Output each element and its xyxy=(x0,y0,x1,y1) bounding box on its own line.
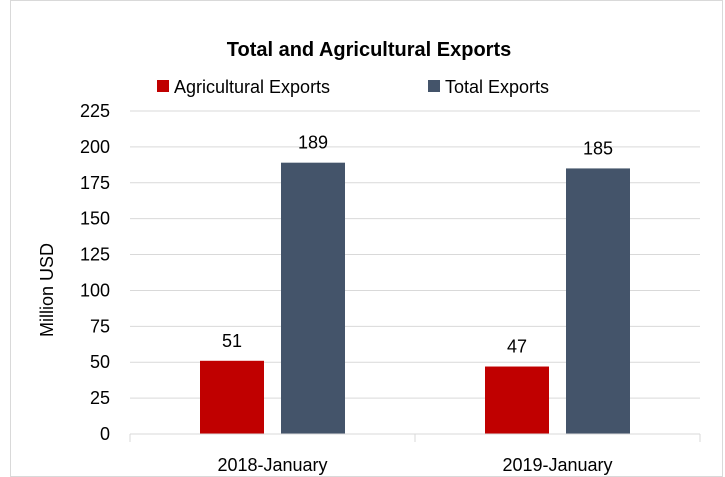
data-labels: 51 189 47 185 xyxy=(222,133,613,357)
bar-total-exports xyxy=(566,168,630,434)
y-tick-label: 200 xyxy=(80,137,110,157)
bar-agricultural-exports xyxy=(485,366,549,434)
y-tick-label: 25 xyxy=(90,388,110,408)
y-tick-label: 175 xyxy=(80,173,110,193)
legend: Agricultural Exports Total Exports xyxy=(157,77,549,97)
y-tick-label: 75 xyxy=(90,316,110,336)
y-tick-label: 225 xyxy=(80,101,110,121)
y-axis-title: Million USD xyxy=(37,243,57,337)
data-label: 185 xyxy=(583,138,613,158)
x-axis: 2018-January 2019-January xyxy=(129,433,701,475)
bar-agricultural-exports xyxy=(200,360,264,434)
chart-title: Total and Agricultural Exports xyxy=(227,39,511,61)
legend-label: Agricultural Exports xyxy=(174,77,330,97)
legend-swatch xyxy=(428,80,440,92)
x-category-label: 2018-January xyxy=(217,455,327,475)
x-category-label: 2019-January xyxy=(502,455,612,475)
y-tick-label: 50 xyxy=(90,352,110,372)
y-tick-label: 125 xyxy=(80,245,110,265)
y-tick-label: 0 xyxy=(100,424,110,444)
bars xyxy=(200,162,630,434)
legend-label: Total Exports xyxy=(445,77,549,97)
data-label: 51 xyxy=(222,331,242,351)
legend-swatch xyxy=(157,80,169,92)
data-label: 189 xyxy=(298,133,328,153)
y-tick-label: 100 xyxy=(80,280,110,300)
y-axis-ticks: 0 25 50 75 100 125 150 175 200 225 xyxy=(80,101,110,444)
y-tick-label: 150 xyxy=(80,209,110,229)
data-label: 47 xyxy=(507,337,527,357)
bar-total-exports xyxy=(281,162,345,434)
